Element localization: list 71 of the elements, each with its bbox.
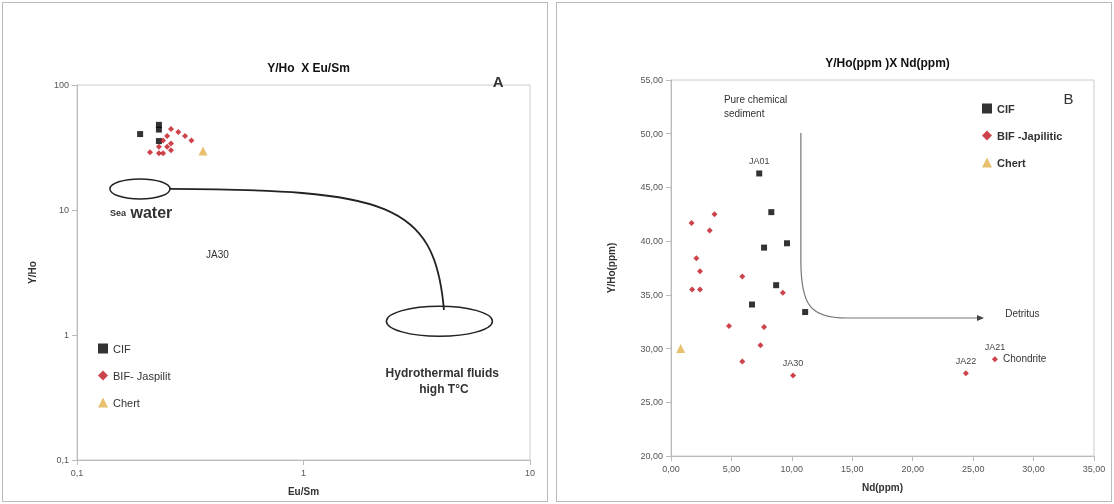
x-tick-label: 35,00 [1082,463,1106,474]
point [790,372,797,379]
point [697,286,704,293]
point [756,170,763,177]
annotation: JA30 [782,357,804,368]
y-tick-label: 40,00 [640,236,663,247]
point [688,219,695,226]
annotation: Sea water [110,204,173,221]
y-tick-label: 25,00 [640,397,663,408]
point [962,370,969,377]
y-tick-label: 100 [53,80,69,90]
y-tick-label: 50,00 [640,128,663,139]
y-tick-label: 20,00 [640,451,663,461]
annotation: JA01 [748,155,770,166]
point [761,324,768,331]
y-tick-label: 35,00 [640,289,663,300]
x-tick-label: 15,00 [841,463,864,474]
point [693,255,700,262]
point [697,268,704,275]
point [739,273,746,280]
annotation: Hydrothermal fluids high T°C [385,366,503,397]
point [726,323,733,330]
x-tick-label: 1 [300,467,307,478]
legend-label: Chert [113,396,140,409]
annotation: Detritus [1005,307,1040,319]
y-tick-label: 55,00 [640,75,663,85]
point [761,244,768,251]
chart-title: Y/Ho(ppm )X Nd(ppm) [825,56,950,70]
point [676,344,686,354]
point [991,356,998,363]
x-tick-label: 10 [524,467,536,478]
y-tick-label: 1 [63,330,69,340]
x-tick-label: 10,00 [780,463,804,474]
point [706,227,713,234]
y-tick-label: 0,1 [56,455,69,465]
point [711,211,718,218]
chart-title: Y/Ho X Eu/Sm [267,61,350,75]
point [757,342,764,349]
point [748,301,755,308]
y-axis-title: Y/Ho [26,261,38,284]
x-axis-title: Eu/Sm [287,485,320,497]
annotation: Pure chemical sediment [723,93,791,119]
point [802,309,809,316]
x-tick-label: 30,00 [1022,463,1045,474]
annotation: A [492,72,504,90]
point [689,286,696,293]
point [779,289,786,296]
point [773,282,780,289]
x-tick-label: 25,00 [961,463,985,474]
point [784,240,791,247]
x-tick-label: 0,1 [70,467,84,478]
y-tick-label: 45,00 [640,182,663,193]
annotation: Chondrite [1003,353,1047,365]
annotation: JA22 [955,355,977,366]
legend-label: CIF [113,342,131,355]
legend-label: BIF- Jaspilit [113,369,171,382]
x-tick-label: 5,00 [722,463,741,474]
legend-label: CIF [997,102,1015,115]
annotation: JA21 [984,341,1006,352]
annotation: JA30 [206,249,230,261]
y-axis-title: Y/Ho(ppm) [605,242,617,294]
y-tick-label: 10 [58,205,69,215]
annotation: B [1063,90,1074,108]
x-axis-title: Nd(ppm) [861,481,904,493]
x-tick-label: 0,00 [662,463,680,474]
legend-label: BIF -Japilitic [997,129,1063,142]
y-tick-label: 30,00 [640,343,663,354]
legend-label: Chert [997,156,1027,169]
point [768,209,775,216]
point [739,358,746,365]
x-tick-label: 20,00 [901,463,924,474]
